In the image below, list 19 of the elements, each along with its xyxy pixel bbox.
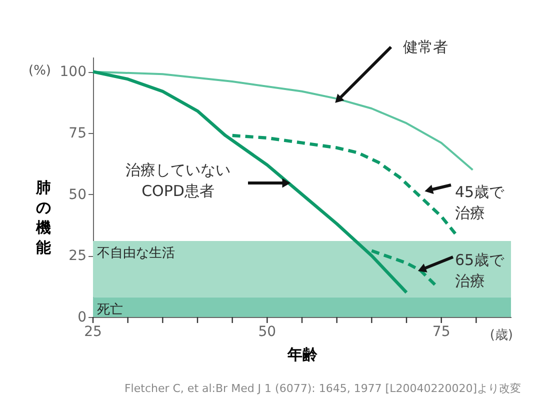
band-label: 不自由な生活 xyxy=(97,246,175,261)
y-tick-label: 100 xyxy=(60,64,86,80)
x-axis-title: 年齢 xyxy=(286,346,318,364)
series-label: 45歳で治療 xyxy=(455,183,506,222)
text: (歳) xyxy=(490,328,513,343)
x-tick-label: 50 xyxy=(258,324,276,340)
text: Fletcher C, et al:Br Med J 1 (6077): 1645, 1977 [L20040220020]より改変 xyxy=(124,382,521,395)
y-axis-title: 肺の機能 xyxy=(35,178,52,256)
text: (%) xyxy=(28,64,51,79)
series-label: 65歳で治療 xyxy=(455,251,506,290)
x-tick-label: 75 xyxy=(432,324,450,340)
x-tick-label: 25 xyxy=(84,324,102,340)
text: 健常者 xyxy=(403,38,448,56)
y-tick-label: 25 xyxy=(68,248,86,264)
y-tick-label: 50 xyxy=(68,186,86,203)
y-tick-label: 0 xyxy=(78,310,86,326)
series-label: 治療していないCOPD患者 xyxy=(126,161,230,200)
band-label: 死亡 xyxy=(97,301,123,318)
y-tick-label: 75 xyxy=(68,126,86,142)
